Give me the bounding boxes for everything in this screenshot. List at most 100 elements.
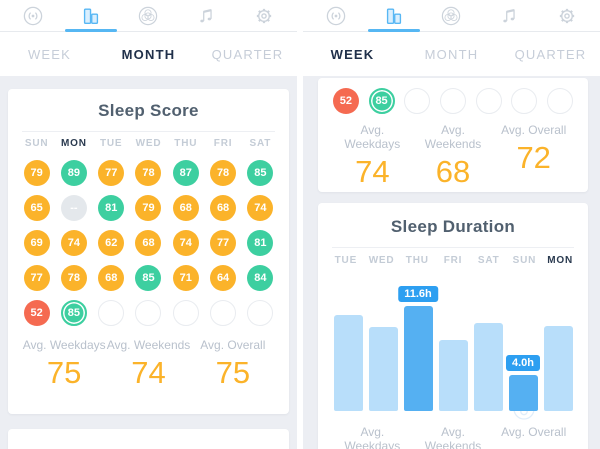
score-circle[interactable]: 78 xyxy=(135,160,162,186)
tab-quarter[interactable]: QUARTER xyxy=(514,46,587,62)
average-value: 75 xyxy=(46,355,82,390)
score-circle[interactable]: 64 xyxy=(210,265,237,291)
average-label: Avg. Weekends xyxy=(424,123,482,151)
average-value: 74 xyxy=(131,355,166,390)
duration-bar-thu[interactable] xyxy=(403,306,433,411)
average-stat: Avg. Overall 72 xyxy=(493,123,574,190)
settings-icon[interactable] xyxy=(235,0,293,31)
score-circle[interactable]: 77 xyxy=(210,230,237,256)
day-header-sat: SAT xyxy=(249,138,272,149)
duration-bar-tue[interactable] xyxy=(333,315,363,411)
day-header-thu: THU xyxy=(174,138,198,149)
score-circle[interactable]: 74 xyxy=(247,195,274,221)
score-circle[interactable]: 69 xyxy=(23,230,50,256)
top-nav-bar xyxy=(0,0,297,32)
averages-row: Avg. Weekdays 75 Avg. Weekends 74 Avg. Overa… xyxy=(8,338,289,391)
score-calendar-grid: 79 89 77 78 87 78 85 65 -- 81 79 68 68 74 69 74 62 68 74 77… xyxy=(8,160,289,326)
bar-column-fri xyxy=(438,340,468,411)
score-circle[interactable]: 87 xyxy=(172,160,199,186)
score-circle[interactable]: -- xyxy=(60,195,87,221)
score-circle[interactable] xyxy=(511,88,538,114)
score-circle[interactable]: 84 xyxy=(247,265,274,291)
divider xyxy=(22,131,275,132)
stats-chart-icon[interactable] xyxy=(365,0,423,32)
bar-column-mon xyxy=(543,326,573,411)
averages-labels-row: Avg. Weekdays Avg. Weekends Avg. Overall xyxy=(318,425,588,449)
score-circle[interactable]: 79 xyxy=(135,195,162,221)
score-circle[interactable]: 68 xyxy=(172,195,199,221)
average-stat: Avg. Overall xyxy=(493,425,574,449)
day-header-sat: SAT xyxy=(477,255,500,266)
score-circle[interactable]: 85 xyxy=(368,88,395,114)
sleep-score-card: Sleep Score SUN MON TUE WED THU FRI SAT 79 89 77… xyxy=(8,89,289,414)
score-circle[interactable] xyxy=(439,88,466,114)
score-circle[interactable]: 52 xyxy=(23,300,50,326)
score-circle[interactable]: 79 xyxy=(23,160,50,186)
average-label: Avg. Weekdays xyxy=(22,338,106,352)
score-circle[interactable]: 85 xyxy=(60,300,87,326)
score-circle[interactable]: 78 xyxy=(210,160,237,186)
score-circle[interactable] xyxy=(404,88,431,114)
score-circle[interactable] xyxy=(135,300,162,326)
score-circle[interactable]: 89 xyxy=(60,160,87,186)
average-label: Avg. Weekends xyxy=(424,425,482,449)
score-circle[interactable]: 77 xyxy=(23,265,50,291)
duration-bar-sat[interactable] xyxy=(473,323,503,411)
score-circle[interactable]: 85 xyxy=(247,160,274,186)
score-circle[interactable] xyxy=(247,300,274,326)
score-circle[interactable] xyxy=(210,300,237,326)
tab-month[interactable]: MONTH xyxy=(424,46,479,62)
bar-column-wed xyxy=(368,327,398,411)
duration-bar-sun[interactable] xyxy=(508,375,538,411)
divider xyxy=(332,247,574,248)
average-stat: Avg. Weekends 68 xyxy=(413,123,494,190)
score-circle[interactable] xyxy=(547,88,574,114)
broadcast-icon[interactable] xyxy=(4,0,62,31)
score-circle[interactable]: 85 xyxy=(135,265,162,291)
average-value: 68 xyxy=(435,154,471,189)
duration-bar-mon[interactable] xyxy=(543,326,573,411)
average-label: Avg. Overall xyxy=(200,338,266,352)
dreamcatcher-icon[interactable] xyxy=(423,0,481,31)
bar-column-tue xyxy=(333,315,363,411)
music-icon[interactable] xyxy=(177,0,235,31)
day-header-fri: FRI xyxy=(213,138,233,149)
score-circle[interactable]: 81 xyxy=(247,230,274,256)
duration-bar-fri[interactable] xyxy=(438,340,468,411)
score-circle[interactable]: 68 xyxy=(210,195,237,221)
score-circle[interactable] xyxy=(475,88,502,114)
score-circle[interactable]: 77 xyxy=(98,160,125,186)
score-circle[interactable]: 65 xyxy=(23,195,50,221)
average-label: Avg. Weekends xyxy=(106,338,191,352)
card-title: Sleep Duration xyxy=(390,217,516,236)
stats-chart-icon[interactable] xyxy=(62,0,120,32)
score-circle[interactable]: 52 xyxy=(332,88,359,114)
score-circle[interactable]: 68 xyxy=(98,265,125,291)
score-circle[interactable]: 78 xyxy=(60,265,87,291)
score-circle[interactable] xyxy=(172,300,199,326)
tab-month[interactable]: MONTH xyxy=(121,46,176,62)
tab-week[interactable]: WEEK xyxy=(330,46,375,62)
duration-bar-wed[interactable] xyxy=(368,327,398,411)
bar-column-sun: 4.0h xyxy=(505,355,541,411)
music-icon[interactable] xyxy=(480,0,538,31)
settings-icon[interactable] xyxy=(538,0,596,31)
score-circle[interactable]: 74 xyxy=(60,230,87,256)
score-circle[interactable]: 68 xyxy=(135,230,162,256)
dreamcatcher-icon[interactable] xyxy=(120,0,178,31)
score-circle[interactable]: 71 xyxy=(172,265,199,291)
broadcast-icon[interactable] xyxy=(307,0,365,31)
panel-week-view: WEEK MONTH QUARTER 52 85 Avg. Weekdays 74 Avg… xyxy=(303,0,600,449)
duration-value-badge: 4.0h xyxy=(505,355,541,371)
score-circle[interactable]: 81 xyxy=(98,195,125,221)
average-stat: Avg. Weekends 74 xyxy=(106,338,191,391)
score-circle[interactable]: 74 xyxy=(172,230,199,256)
day-header-wed: WED xyxy=(135,138,162,149)
tab-quarter[interactable]: QUARTER xyxy=(211,46,284,62)
tab-week[interactable]: WEEK xyxy=(27,46,72,62)
bar-column-sat xyxy=(473,323,503,411)
score-circle[interactable] xyxy=(98,300,125,326)
day-header-tue: TUE xyxy=(100,138,123,149)
score-circle[interactable]: 62 xyxy=(98,230,125,256)
